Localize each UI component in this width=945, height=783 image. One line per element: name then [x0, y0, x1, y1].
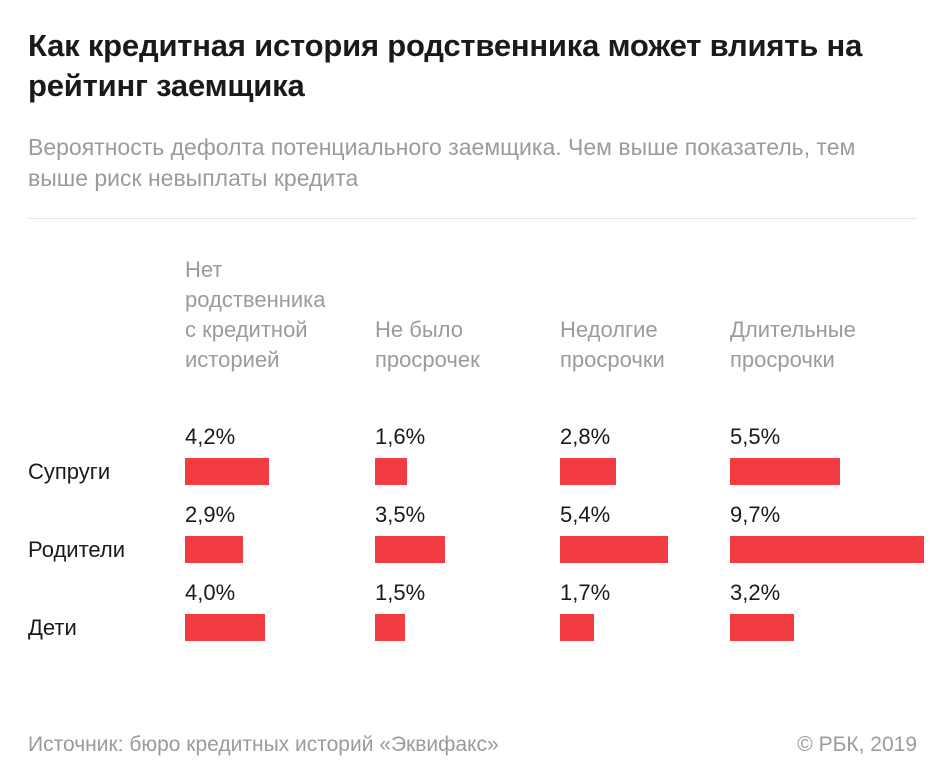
chart-cell: 2,8%	[560, 423, 730, 485]
footer: Источник: бюро кредитных историй «Эквифа…	[28, 733, 917, 757]
value-label: 9,7%	[730, 502, 781, 527]
bar	[375, 458, 407, 485]
column-header-no-relative: Нет родственника с кредитной историей	[185, 257, 326, 372]
page-title: Как кредитная история родственника может…	[28, 28, 863, 103]
column-header-short-overdue: Недолгие просрочки	[560, 317, 665, 372]
value-label: 2,8%	[560, 424, 611, 449]
column-headers: Нет родственника с кредитной историей Не…	[28, 255, 917, 375]
chart-cell: 5,4%	[560, 501, 730, 563]
value-label: 1,5%	[375, 580, 426, 605]
bar	[560, 614, 594, 641]
chart-cell: 4,0%	[185, 579, 375, 641]
bar-chart: Нет родственника с кредитной историей Не…	[28, 255, 924, 641]
bar	[185, 614, 265, 641]
value-label: 1,7%	[560, 580, 611, 605]
value-label: 4,0%	[185, 580, 236, 605]
source-note: Источник: бюро кредитных историй «Эквифа…	[28, 733, 499, 756]
copyright-note: © РБК, 2019	[797, 733, 917, 756]
value-label: 3,5%	[375, 502, 426, 527]
bar	[730, 614, 794, 641]
chart-cell: 3,2%	[730, 579, 917, 641]
chart-cell: 1,7%	[560, 579, 730, 641]
bar	[730, 458, 840, 485]
chart-row-spouses: Супруги 4,2% 1,6% 2,8% 5,5%	[28, 423, 917, 485]
value-label: 4,2%	[185, 424, 236, 449]
value-label: 5,5%	[730, 424, 781, 449]
column-header-long-overdue: Длительные просрочки	[730, 317, 856, 372]
column-header-no-overdue: Не было просрочек	[375, 317, 480, 372]
row-label: Родители	[28, 537, 126, 562]
chart-cell: 2,9%	[185, 501, 375, 563]
value-label: 1,6%	[375, 424, 426, 449]
value-label: 3,2%	[730, 580, 781, 605]
bar	[185, 536, 243, 563]
chart-cell: 4,2%	[185, 423, 375, 485]
chart-subtitle: Вероятность дефолта потенциального заемщ…	[28, 134, 856, 191]
chart-cell: 3,5%	[375, 501, 560, 563]
top-divider	[28, 218, 917, 219]
chart-row-parents: Родители 2,9% 3,5% 5,4% 9,7%	[28, 501, 924, 563]
value-label: 5,4%	[560, 502, 611, 527]
bar	[560, 536, 668, 563]
row-label: Дети	[28, 615, 77, 640]
chart-row-children: Дети 4,0% 1,5% 1,7% 3,2%	[28, 579, 917, 641]
row-label: Супруги	[28, 459, 111, 484]
bar	[185, 458, 269, 485]
bar	[375, 614, 405, 641]
chart-cell: 1,6%	[375, 423, 560, 485]
chart-cell: 5,5%	[730, 423, 917, 485]
bar	[560, 458, 616, 485]
chart-cell: 9,7%	[730, 501, 924, 563]
bar	[375, 536, 445, 563]
chart-rows: Супруги 4,2% 1,6% 2,8% 5,5%	[28, 423, 924, 641]
bar	[730, 536, 924, 563]
chart-cell: 1,5%	[375, 579, 560, 641]
value-label: 2,9%	[185, 502, 236, 527]
